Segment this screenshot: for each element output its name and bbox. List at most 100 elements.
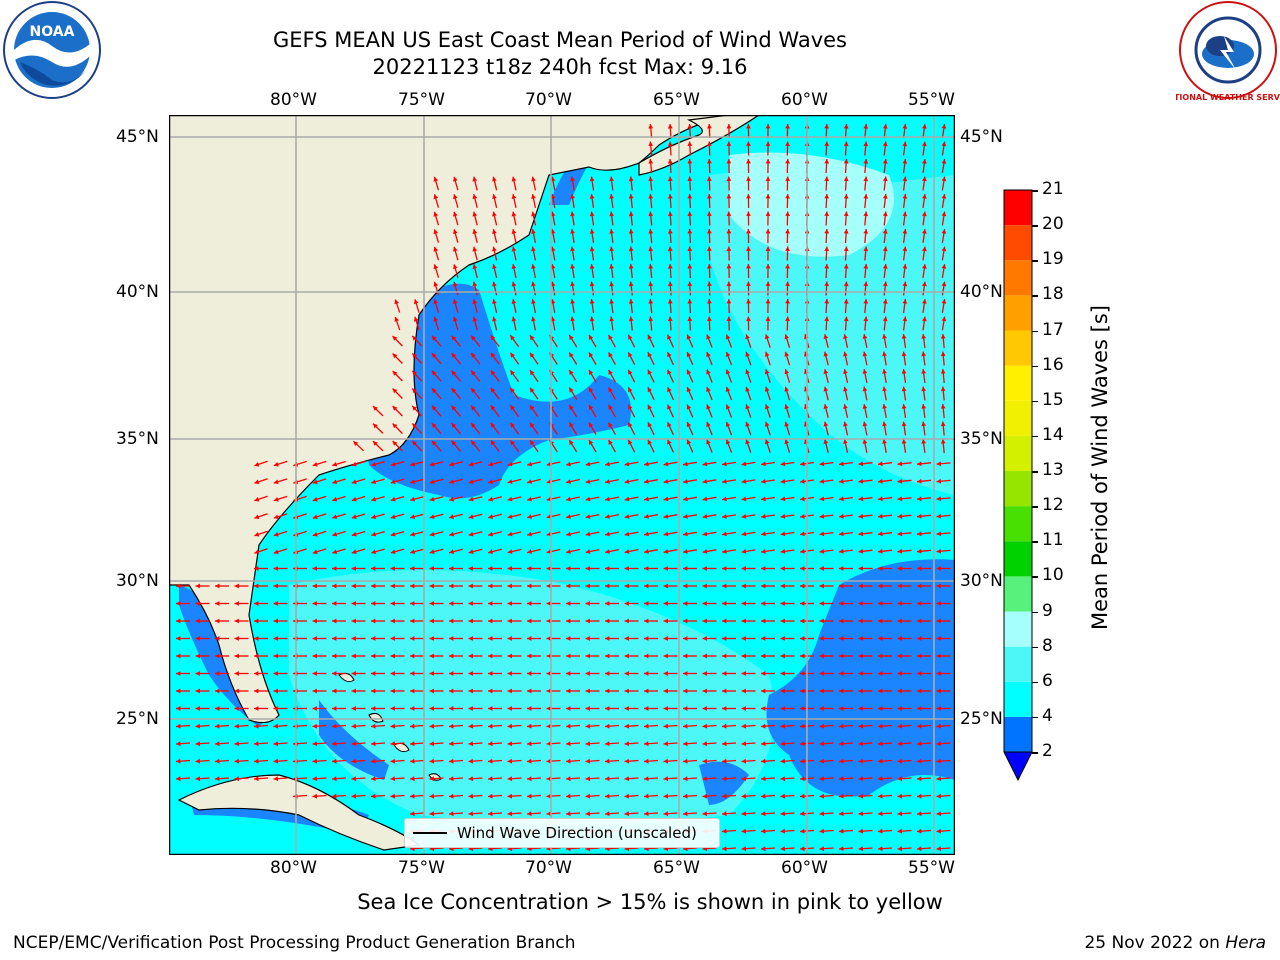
wave-direction-arrowhead [570, 281, 575, 287]
colorbar-segment [1004, 435, 1032, 471]
wave-direction-arrowhead [215, 688, 220, 694]
wave-direction-arrowhead [566, 776, 571, 782]
wave-direction-arrowhead [488, 479, 493, 484]
wave-direction-arrowhead [605, 514, 610, 519]
wave-direction-arrowhead [667, 124, 673, 129]
wave-direction-arrowhead [570, 229, 575, 234]
wave-direction-arrowhead [332, 497, 338, 502]
wave-direction-arrowhead [741, 706, 746, 711]
wave-direction-arrowhead [530, 405, 535, 411]
lon-label-bottom: 70°W [525, 858, 572, 878]
wave-direction-arrowhead [725, 369, 731, 375]
wave-direction-arrowhead [686, 369, 692, 375]
wave-direction-arrowhead [839, 478, 844, 484]
wave-direction-arrowhead [392, 353, 398, 359]
wave-direction-arrowhead [530, 422, 535, 428]
wave-direction-arrowhead [176, 723, 181, 729]
wave-direction-arrowhead [902, 211, 908, 217]
wave-direction-arrowhead [546, 811, 552, 817]
wave-direction-arrowhead [745, 439, 750, 445]
wave-direction-arrowhead [589, 281, 595, 287]
wave-direction-arrowhead [858, 706, 863, 711]
wave-direction-arrowhead [589, 422, 594, 428]
wave-direction-arrowhead [917, 776, 922, 782]
wave-direction-arrowhead [667, 352, 672, 358]
wave-direction-arrowhead [624, 514, 630, 519]
wave-direction-arrowhead [546, 636, 551, 641]
wave-direction-arrowhead [843, 386, 848, 392]
wave-direction-arrowhead [566, 601, 571, 606]
wave-direction-arrowhead [922, 229, 927, 234]
wave-direction-arrowhead [702, 461, 708, 467]
wave-direction-arrowhead [761, 636, 766, 641]
wave-direction-arrowhead [589, 352, 594, 358]
wave-direction-arrowhead [897, 758, 903, 764]
wave-direction-arrowhead [527, 758, 532, 764]
wave-direction-arrowhead [765, 124, 771, 129]
wave-direction-arrowhead [585, 653, 590, 659]
wave-direction-arrowhead [878, 653, 883, 659]
wave-direction-arrowhead [921, 439, 927, 444]
wave-direction-arrowhead [530, 335, 535, 341]
wave-direction-arrowhead [902, 246, 908, 252]
wave-direction-arrowhead [413, 299, 419, 305]
wave-direction-arrowhead [917, 793, 922, 799]
wave-direction-arrowhead [921, 404, 927, 409]
wave-direction-arrowhead [371, 758, 376, 764]
wave-direction-arrowhead [780, 531, 786, 537]
wave-direction-arrowhead [765, 141, 771, 146]
wave-direction-arrowhead [780, 601, 785, 606]
colorbar-segment [1004, 260, 1032, 296]
wave-direction-arrowhead [254, 653, 259, 659]
wave-direction-arrowhead [429, 688, 434, 694]
wave-direction-arrowhead [726, 211, 732, 216]
wave-direction-arrowhead [507, 793, 513, 799]
wave-direction-arrowhead [722, 671, 727, 676]
wave-direction-arrowhead [569, 422, 574, 428]
wave-direction-arrowhead [585, 601, 590, 606]
wave-direction-arrowhead [725, 439, 731, 445]
wave-direction-arrowhead [663, 531, 669, 537]
wave-direction-arrowhead [707, 246, 712, 251]
wave-direction-arrowhead [917, 566, 922, 571]
wave-direction-arrowhead [628, 299, 634, 304]
wave-direction-arrowhead [412, 423, 417, 429]
wave-direction-arrowhead [312, 601, 317, 606]
wave-direction-arrowhead [922, 281, 927, 287]
wave-direction-arrowhead [897, 653, 902, 659]
wave-direction-arrowhead [878, 583, 883, 589]
wave-direction-arrowhead [390, 514, 396, 519]
wave-direction-arrowhead [488, 566, 493, 571]
lon-label-top: 80°W [270, 90, 317, 110]
wave-direction-arrowhead [234, 671, 239, 676]
wave-direction-arrowhead [839, 548, 844, 554]
wave-direction-arrowhead [936, 478, 942, 484]
wave-direction-arrowhead [624, 549, 630, 554]
wave-direction-arrowhead [741, 461, 747, 467]
wave-direction-arrowhead [823, 369, 829, 374]
wave-direction-arrowhead [663, 479, 669, 484]
wave-direction-arrowhead [745, 334, 750, 340]
wave-direction-arrowhead [746, 211, 751, 216]
wave-direction-arrowhead [566, 496, 571, 502]
wave-direction-arrowhead [839, 461, 844, 467]
wave-direction-arrowhead [878, 793, 883, 799]
wave-direction-arrowhead [839, 671, 844, 676]
wave-direction-arrowhead [862, 404, 868, 409]
wave-direction-arrowhead [312, 776, 318, 782]
wave-direction-arrowhead [453, 281, 458, 287]
wave-direction-arrowhead [819, 566, 824, 571]
wave-direction-arrowhead [800, 828, 805, 834]
wave-direction-arrowhead [605, 758, 610, 764]
wave-direction-arrowhead [510, 352, 515, 358]
lon-label-bottom: 80°W [270, 858, 317, 878]
wave-direction-arrowhead [471, 423, 476, 428]
wave-direction-arrowhead [882, 211, 888, 217]
wave-direction-arrowhead [800, 758, 805, 764]
wave-direction-arrowhead [492, 194, 497, 199]
wave-direction-arrowhead [451, 440, 457, 446]
wave-direction-arrowhead [726, 124, 732, 129]
wave-direction-arrowhead [780, 741, 786, 747]
wave-direction-arrowhead [215, 618, 220, 624]
wave-direction-arrowhead [471, 335, 476, 341]
